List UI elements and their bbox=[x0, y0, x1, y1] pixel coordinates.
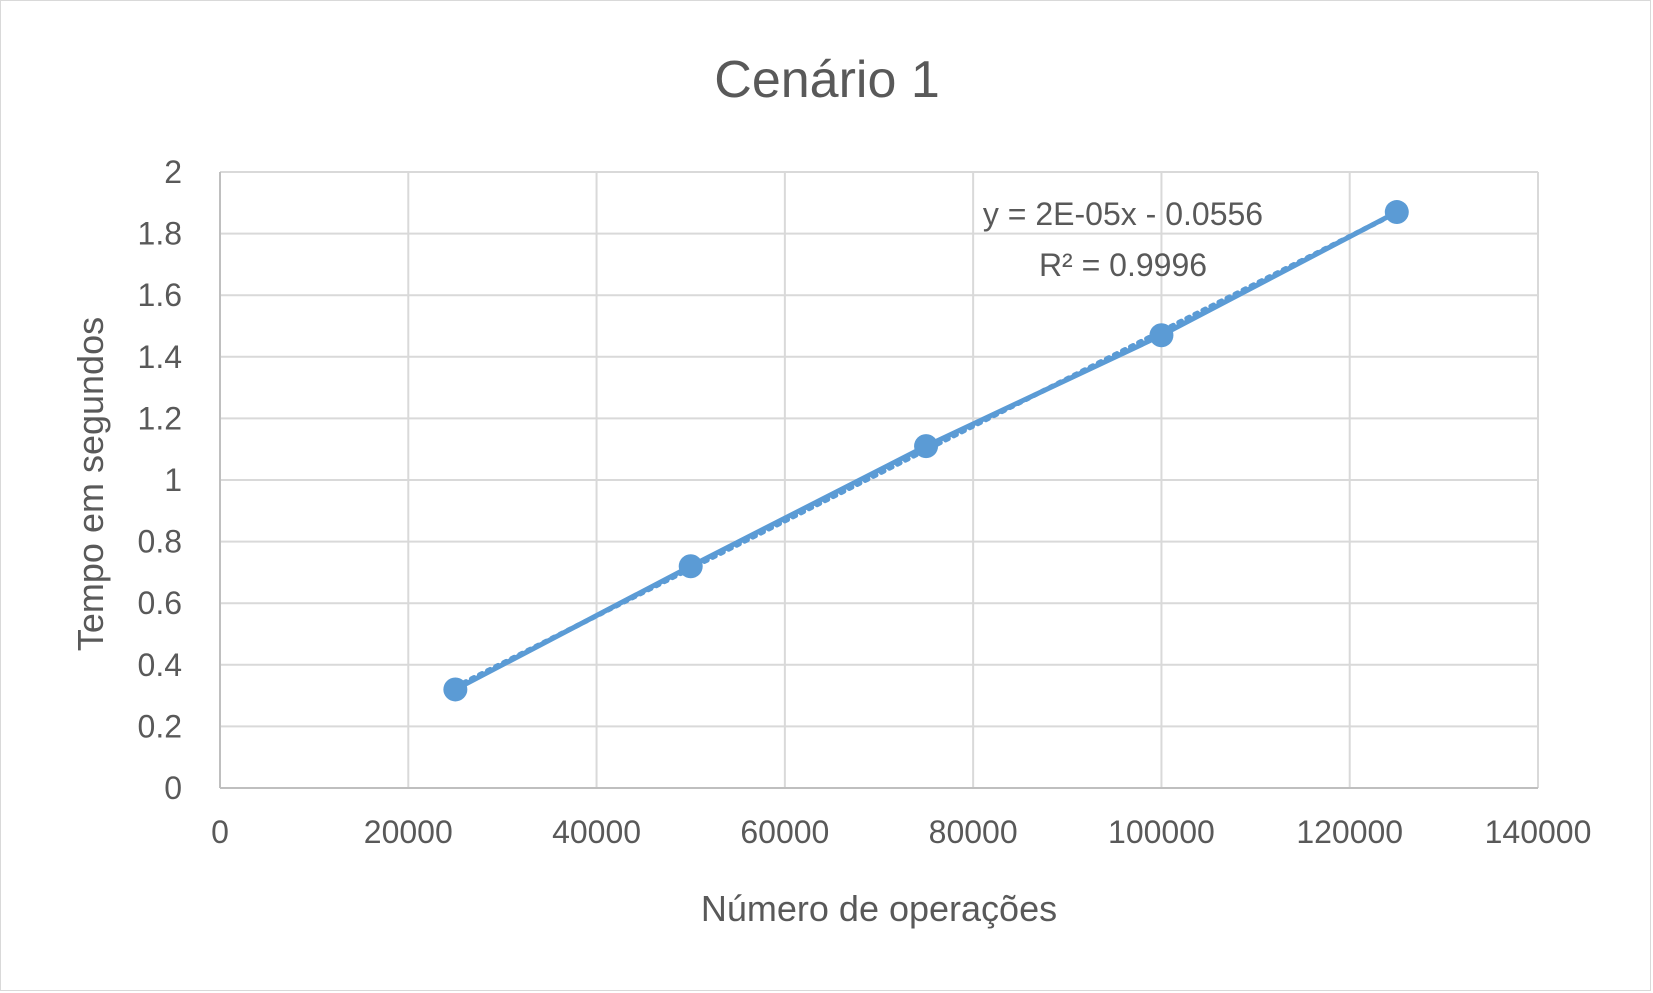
y-tick-label: 0.6 bbox=[138, 585, 182, 621]
y-tick-label: 2 bbox=[164, 154, 182, 190]
y-tick-label: 0.8 bbox=[138, 524, 182, 560]
y-tick-label: 1.6 bbox=[138, 277, 182, 313]
trendline-r-squared: R² = 0.9996 bbox=[1039, 247, 1207, 283]
x-tick-label: 60000 bbox=[740, 814, 829, 850]
y-tick-label: 0.2 bbox=[138, 708, 182, 744]
y-tick-label: 1.4 bbox=[138, 339, 182, 375]
axes bbox=[219, 172, 1538, 789]
y-axis-title: Tempo em segundos bbox=[70, 317, 111, 651]
y-tick-label: 1.8 bbox=[138, 216, 182, 252]
x-axis-title: Número de operações bbox=[701, 888, 1057, 929]
x-tick-label: 0 bbox=[211, 814, 229, 850]
x-tick-label: 120000 bbox=[1296, 814, 1403, 850]
x-tick-labels: 0 20000 40000 60000 80000 100000 120000 140000 bbox=[211, 814, 1591, 850]
x-tick-label: 40000 bbox=[552, 814, 641, 850]
y-tick-label: 1 bbox=[164, 462, 182, 498]
gridlines bbox=[220, 171, 1539, 788]
data-point bbox=[678, 554, 703, 579]
series bbox=[443, 200, 1409, 702]
y-tick-label: 0 bbox=[164, 770, 182, 806]
data-point bbox=[914, 434, 939, 459]
chart-title: Cenário 1 bbox=[714, 51, 939, 109]
x-tick-label: 20000 bbox=[364, 814, 453, 850]
y-tick-label: 0.4 bbox=[138, 647, 182, 683]
data-point bbox=[443, 677, 468, 702]
x-tick-label: 140000 bbox=[1485, 814, 1592, 850]
y-tick-labels: 0 0.2 0.4 0.6 0.8 1 1.2 1.4 1.6 1.8 2 bbox=[138, 154, 182, 806]
data-point bbox=[1384, 200, 1409, 225]
x-tick-label: 80000 bbox=[929, 814, 1018, 850]
y-tick-label: 1.2 bbox=[138, 400, 182, 436]
data-point bbox=[1149, 323, 1174, 348]
x-tick-label: 100000 bbox=[1108, 814, 1215, 850]
trendline-equation: y = 2E-05x - 0.0556 bbox=[983, 196, 1263, 232]
